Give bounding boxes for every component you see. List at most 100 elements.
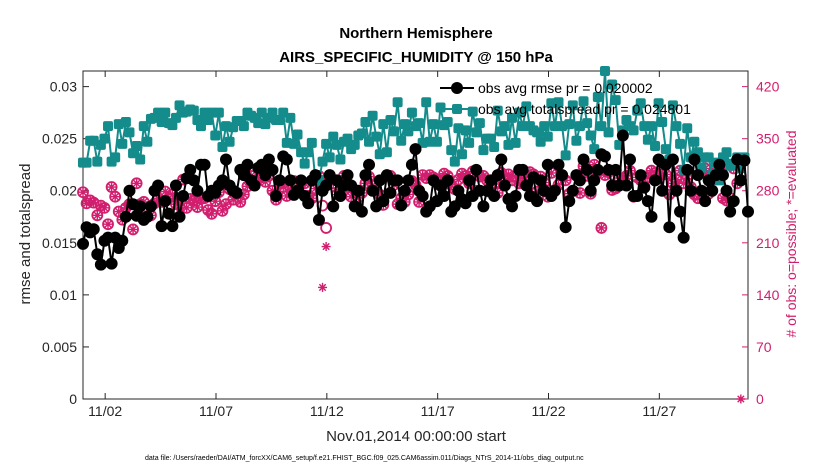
obs-evaluated-marker <box>203 205 213 215</box>
rmse-marker <box>355 205 368 218</box>
rmse-marker <box>716 169 729 182</box>
x-tick-label: 11/17 <box>421 403 455 419</box>
y2-tick-label: 350 <box>756 131 780 147</box>
spread-marker <box>349 139 360 150</box>
spread-marker <box>721 147 732 158</box>
obs-evaluated-marker <box>278 182 288 192</box>
obs-evaluated-marker <box>346 192 356 202</box>
obs-possible-marker <box>216 204 229 217</box>
rmse-marker <box>416 189 429 202</box>
obs-evaluated-marker <box>217 206 227 216</box>
obs-evaluated-marker <box>228 195 238 205</box>
spread-marker <box>431 136 442 147</box>
spread-marker <box>542 131 553 142</box>
spread-marker <box>474 118 485 129</box>
obs-possible-marker <box>109 190 122 203</box>
y2-tick-label: 70 <box>756 339 772 355</box>
obs-possible-marker <box>77 186 89 199</box>
obs-evaluated-marker <box>625 166 635 176</box>
rmse-marker <box>280 153 293 166</box>
rmse-marker <box>273 174 286 187</box>
x-tick-label: 11/22 <box>532 403 566 419</box>
rmse-marker <box>548 184 561 197</box>
obs-evaluated-marker <box>414 197 424 207</box>
spread-marker <box>135 154 146 165</box>
obs-evaluated-marker <box>78 187 88 197</box>
spread-marker <box>456 149 467 160</box>
rmse-marker <box>270 189 283 202</box>
x-tick-label: 11/27 <box>642 403 676 419</box>
obs-evaluated-marker <box>718 193 728 203</box>
obs-evaluated-marker <box>554 180 564 190</box>
obs-evaluated-marker <box>353 192 363 202</box>
x-tick-label: 11/02 <box>88 403 122 419</box>
rmse-marker <box>377 195 390 208</box>
obs-evaluated-marker <box>132 178 142 188</box>
spread-marker <box>510 137 521 148</box>
rmse-marker <box>262 153 275 166</box>
rmse-marker <box>284 174 297 187</box>
rmse-marker <box>681 163 694 176</box>
obs-evaluated-marker <box>107 182 117 192</box>
spread-marker <box>385 114 396 125</box>
rmse-marker <box>556 169 569 182</box>
obs-evaluated-marker <box>525 167 535 177</box>
obs-evaluated-marker <box>318 282 328 292</box>
spread-marker <box>560 150 571 161</box>
spread-marker <box>389 126 400 137</box>
rmse-marker <box>609 163 622 176</box>
rmse-marker <box>119 210 132 223</box>
obs-evaluated-marker <box>282 191 292 201</box>
rmse-marker <box>552 158 565 171</box>
spread-marker <box>435 102 446 113</box>
rmse-marker <box>191 184 204 197</box>
obs-evaluated-marker <box>561 175 571 185</box>
obs-evaluated-marker <box>235 197 245 207</box>
obs-evaluated-marker <box>221 199 231 209</box>
obs-evaluated-marker <box>693 193 703 203</box>
spread-marker <box>492 105 503 116</box>
rmse-marker <box>134 200 147 213</box>
obs-evaluated-marker <box>175 201 185 211</box>
rmse-marker <box>738 154 751 167</box>
footer-data-file: data file: /Users/raeder/DAI/ATM_forcXX/… <box>145 455 584 462</box>
spread-marker <box>521 101 532 112</box>
rmse-marker <box>441 174 454 187</box>
spread-marker <box>428 119 439 130</box>
spread-marker <box>124 127 135 138</box>
obs-evaluated-marker <box>668 178 678 188</box>
obs-evaluated-marker <box>128 224 138 234</box>
rmse-marker <box>541 158 554 171</box>
axes-box <box>82 70 749 400</box>
obs-evaluated-marker <box>196 194 206 204</box>
rmse-marker <box>509 189 522 202</box>
obs-possible-marker <box>127 223 139 236</box>
rmse-marker <box>266 163 279 176</box>
rmse-marker <box>91 248 104 261</box>
obs-evaluated-marker <box>114 207 124 217</box>
spread-marker <box>92 156 103 167</box>
obs-possible-marker <box>80 197 93 210</box>
obs-possible-marker <box>130 177 143 190</box>
obs-evaluated-marker <box>210 196 220 206</box>
obs-evaluated-marker <box>514 178 524 188</box>
obs-evaluated-marker <box>411 180 420 190</box>
obs-evaluated-marker <box>321 242 331 252</box>
spread-marker <box>285 112 296 123</box>
rmse-marker <box>684 184 697 197</box>
rmse-marker <box>320 179 333 192</box>
rmse-marker <box>391 174 404 187</box>
y-tick-label: 0.01 <box>50 287 77 303</box>
rmse-marker <box>116 234 129 247</box>
obs-evaluated-marker <box>418 170 428 180</box>
spread-marker <box>421 97 432 108</box>
obs-evaluated-marker <box>532 186 542 196</box>
rmse-marker <box>173 210 186 223</box>
spread-marker <box>571 135 582 146</box>
rmse-marker <box>695 184 708 197</box>
spread-marker <box>138 121 149 132</box>
rmse-marker <box>123 184 136 197</box>
spread-marker <box>539 121 550 132</box>
rmse-marker <box>341 169 354 182</box>
spread-marker <box>367 110 378 121</box>
